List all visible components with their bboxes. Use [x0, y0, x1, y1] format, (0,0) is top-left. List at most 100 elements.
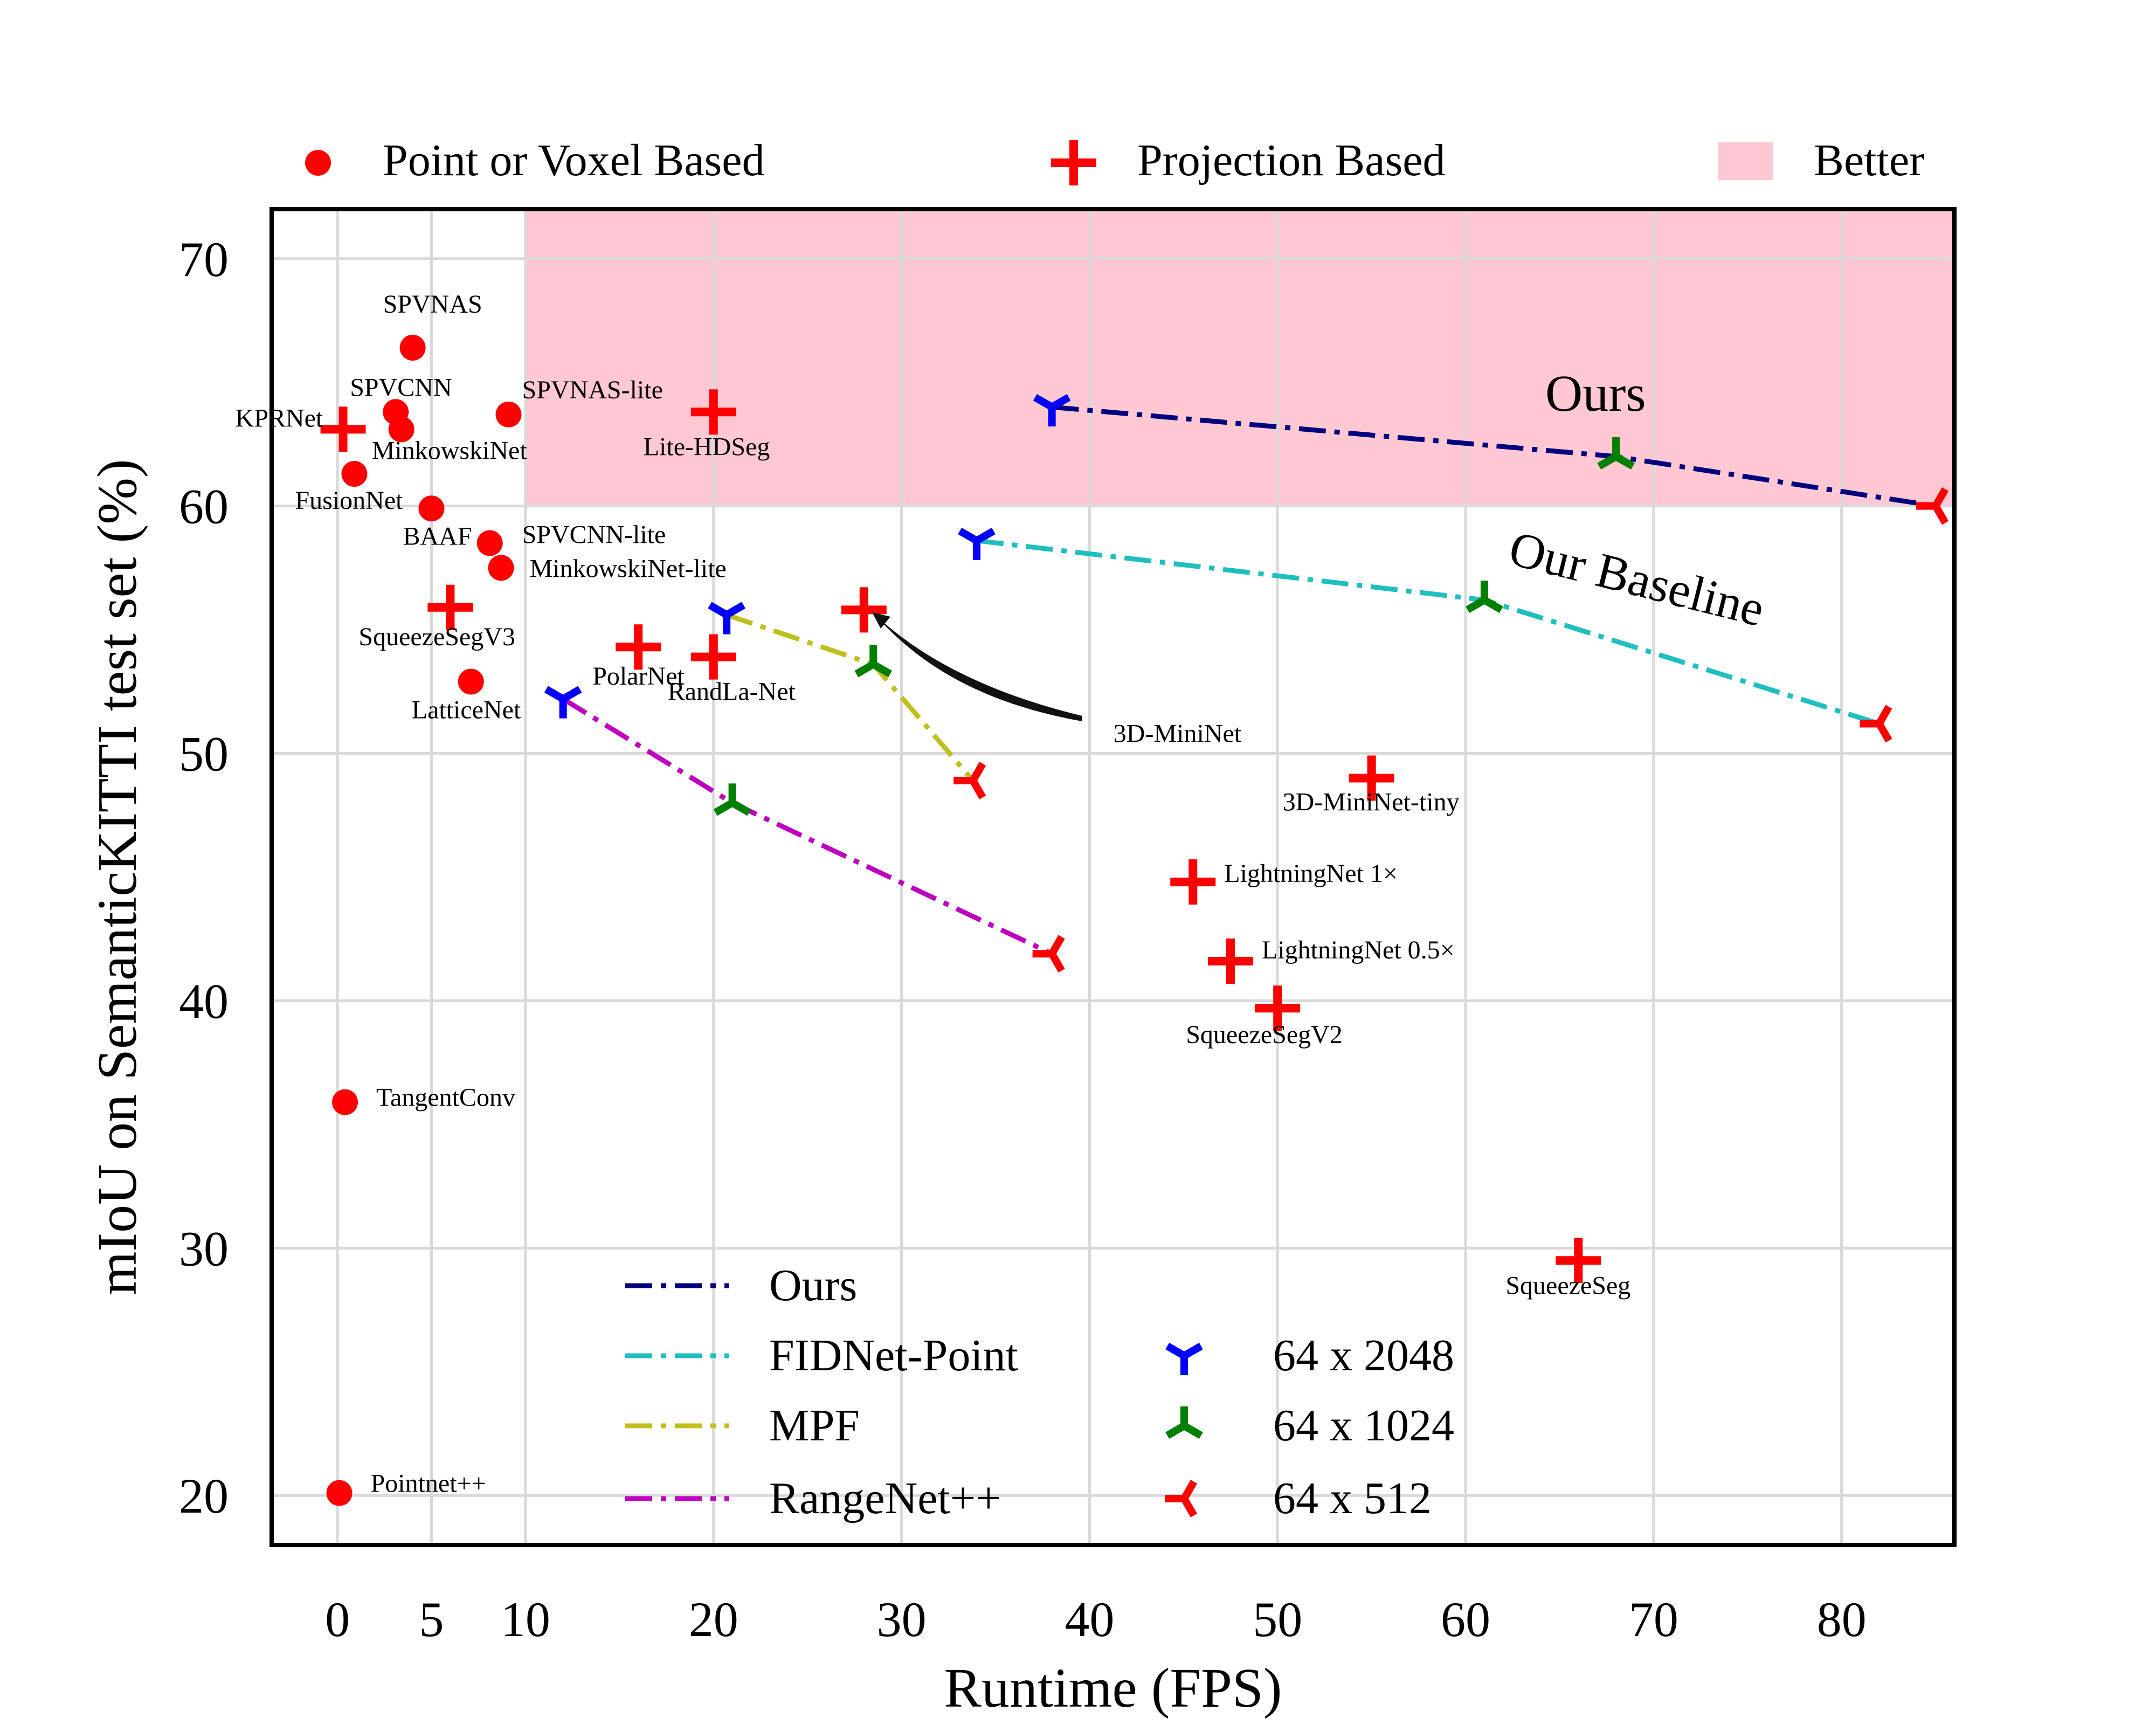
marker-64x512 [1860, 705, 1892, 743]
plot-frame [270, 207, 1957, 1547]
legend-plus-marker [1051, 140, 1096, 185]
legend-marker-64x512 [1165, 1480, 1198, 1517]
mark-label: SPVCNN [350, 373, 452, 402]
projection-based-marker [427, 584, 473, 630]
mark-label: MinkowskiNet-lite [530, 554, 727, 583]
annotation-ours: Ours [1545, 364, 1646, 422]
x-tick-label: 40 [1065, 1592, 1114, 1647]
y-tick-label: 30 [179, 1221, 229, 1276]
marker-64x512 [1916, 487, 1949, 525]
mark-label: FusionNet [295, 486, 403, 515]
point-based-marker [495, 401, 522, 427]
legend-label-projection-based: Projection Based [1137, 135, 1446, 185]
x-tick-label: 30 [877, 1592, 927, 1647]
marker-64x1024 [1466, 581, 1503, 613]
marker-64x2048 [544, 686, 582, 719]
projection-based-marker [1556, 1238, 1601, 1284]
x-tick-label: 60 [1441, 1592, 1490, 1647]
mark-label: BAAF [403, 522, 472, 550]
x-tick-label: 20 [689, 1592, 738, 1647]
point-based-marker [488, 555, 514, 581]
mark-label: LatticeNet [412, 695, 521, 724]
y-tick-label: 60 [179, 479, 229, 534]
y-tick-label: 20 [179, 1468, 229, 1523]
marker-64x2048 [708, 602, 745, 634]
point-based-marker [326, 1480, 353, 1506]
y-tick-label: 40 [179, 974, 229, 1029]
grid [272, 209, 1954, 1545]
mark-label: SPVNAS-lite [522, 376, 663, 404]
mark-label: SqueezeSegV2 [1186, 1020, 1343, 1049]
point-based-marker [458, 668, 484, 695]
mark-label: 3D-MiniNet-tiny [1283, 788, 1460, 816]
legend-label-res-512: 64 x 512 [1273, 1473, 1432, 1523]
y-axis-ticks: 20 30 40 50 60 70 [179, 232, 229, 1523]
resolution-marks [544, 394, 1949, 973]
mark-label: SqueezeSegV3 [358, 623, 515, 651]
point-based-marker [332, 1089, 358, 1115]
legend-label-ours: Ours [769, 1260, 857, 1310]
point-based-marker [418, 495, 445, 522]
projection-based-marker [320, 406, 366, 452]
point-based-marker [399, 334, 426, 361]
legend-marker-64x2048 [1165, 1342, 1203, 1375]
top-legend: Point or Voxel Based Projection Based Be… [305, 135, 1924, 185]
point-based-marks [326, 334, 522, 1506]
y-tick-label: 50 [179, 727, 229, 782]
mark-label: Lite-HDSeg [644, 432, 770, 461]
x-tick-label: 70 [1629, 1592, 1678, 1647]
x-tick-label: 5 [419, 1592, 444, 1647]
y-tick-label: 70 [179, 232, 229, 287]
mark-label: TangentConv [376, 1084, 515, 1112]
marker-64x1024 [854, 645, 893, 678]
projection-based-marks [320, 389, 1601, 1284]
projection-based-marker [1255, 985, 1301, 1031]
mark-label: LightningNet 1× [1224, 859, 1398, 888]
bottom-legend: Ours FIDNet-Point MPF RangeNet++ 64 x 20… [625, 1260, 1454, 1523]
x-tick-label: 0 [325, 1592, 350, 1647]
mark-label: PolarNet [592, 662, 685, 691]
x-axis-title: Runtime (FPS) [944, 1657, 1282, 1719]
x-tick-label: 10 [501, 1592, 550, 1647]
projection-based-marker [616, 624, 661, 670]
legend-circle-marker [305, 150, 331, 176]
projection-based-marker [1349, 755, 1394, 801]
legend-label-res-1024: 64 x 1024 [1273, 1400, 1454, 1451]
legend-better-patch [1718, 142, 1773, 180]
projection-based-marker [841, 587, 887, 633]
projection-based-marker [1170, 859, 1216, 905]
legend-label-mpf: MPF [769, 1400, 860, 1451]
mark-label: SqueezeSeg [1505, 1271, 1630, 1300]
y-axis-title: mIoU on SemanticKITTI test set (%) [86, 459, 148, 1295]
mark-label: RandLa-Net [668, 678, 796, 706]
point-based-marker [388, 416, 414, 443]
mark-label: SPVCNN-lite [522, 521, 666, 549]
legend-marker-64x1024 [1165, 1406, 1203, 1439]
mark-label: SPVNAS [383, 290, 482, 319]
marker-64x512 [953, 762, 986, 799]
mark-label: KPRNet [236, 404, 323, 432]
marker-64x1024 [1597, 437, 1635, 470]
point-based-marker [341, 461, 368, 487]
marker-64x512 [1032, 935, 1065, 973]
mark-label: Pointnet++ [371, 1469, 486, 1498]
mininet-arrow-head [872, 612, 890, 629]
marker-64x2048 [958, 527, 996, 560]
point-based-marker [476, 530, 503, 556]
mark-labels: SPVNAS SPVCNN MinkowskiNet SPVNAS-lite Fusio… [236, 290, 1631, 1498]
x-tick-label: 50 [1253, 1592, 1302, 1647]
mark-label: LightningNet 0.5× [1262, 936, 1455, 964]
marker-64x1024 [713, 783, 751, 816]
marker-64x2048 [1033, 394, 1071, 427]
mininet-arrow [876, 616, 1082, 721]
legend-label-better: Better [1814, 135, 1924, 185]
mark-label: 3D-MiniNet [1114, 719, 1242, 748]
legend-label-res-2048: 64 x 2048 [1273, 1330, 1454, 1381]
mark-label: MinkowskiNet [372, 436, 528, 465]
projection-based-marker [690, 634, 736, 680]
x-axis-ticks: 0 5 10 20 30 40 50 60 70 80 [325, 1592, 1867, 1647]
x-tick-label: 80 [1817, 1592, 1867, 1647]
legend-label-fidnet: FIDNet-Point [769, 1330, 1018, 1381]
better-region [525, 209, 1954, 506]
